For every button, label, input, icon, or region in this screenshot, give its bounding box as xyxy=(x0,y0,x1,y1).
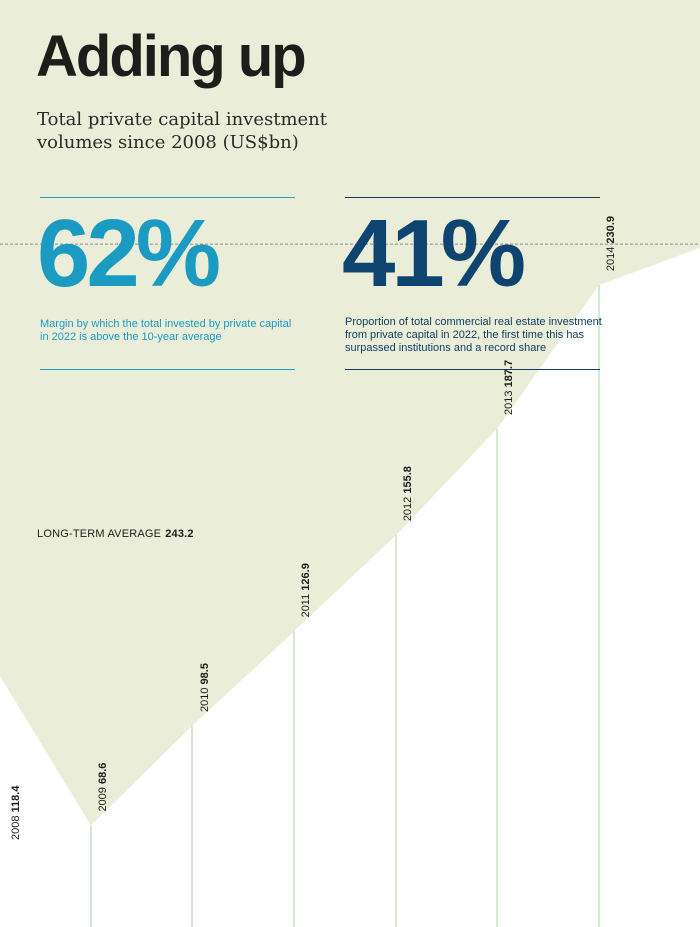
data-label-2012: 2012 155.8 xyxy=(402,466,414,521)
label-value: 68.6 xyxy=(97,763,109,784)
label-value: 118.4 xyxy=(10,785,22,813)
label-year: 2010 xyxy=(199,684,211,712)
average-label: LONG-TERM AVERAGE 243.2 xyxy=(37,528,194,540)
stat-description-margin: Margin by which the total invested by pr… xyxy=(40,318,292,343)
chart-title: Adding up xyxy=(36,24,307,89)
label-year: 2012 xyxy=(402,494,414,522)
data-label-2008: 2008 118.4 xyxy=(10,785,22,840)
data-stems xyxy=(90,285,600,927)
label-year: 2014 xyxy=(605,244,617,272)
stat-value-margin: 62% xyxy=(37,200,221,307)
label-value: 187.7 xyxy=(503,360,515,388)
volume-area xyxy=(0,247,700,927)
chart-subtitle: Total private capital investment volumes… xyxy=(37,109,328,153)
stat-description-proportion: Proportion of total commercial real esta… xyxy=(345,316,602,354)
data-label-2013: 2013 187.7 xyxy=(503,360,515,415)
stat-value-proportion: 41% xyxy=(342,200,526,307)
stat-block-proportion: 41% Proportion of total commercial real … xyxy=(342,197,602,370)
label-value: 155.8 xyxy=(402,466,414,494)
label-year: 2008 xyxy=(10,812,22,840)
label-value: 98.5 xyxy=(199,663,211,684)
data-label-2010: 2010 98.5 xyxy=(199,663,211,712)
average-label-text: LONG-TERM AVERAGE xyxy=(37,528,162,540)
data-label-2009: 2009 68.6 xyxy=(97,763,109,812)
label-year: 2013 xyxy=(503,387,515,415)
label-year: 2011 xyxy=(300,591,312,618)
label-year: 2009 xyxy=(97,784,109,812)
average-value: 243.2 xyxy=(165,528,194,540)
data-label-2011: 2011 126.9 xyxy=(300,563,312,617)
data-label-2014: 2014 230.9 xyxy=(605,216,617,271)
label-value: 230.9 xyxy=(605,216,617,244)
stat-block-margin: 62% Margin by which the total invested b… xyxy=(37,197,295,370)
label-value: 126.9 xyxy=(300,563,312,591)
